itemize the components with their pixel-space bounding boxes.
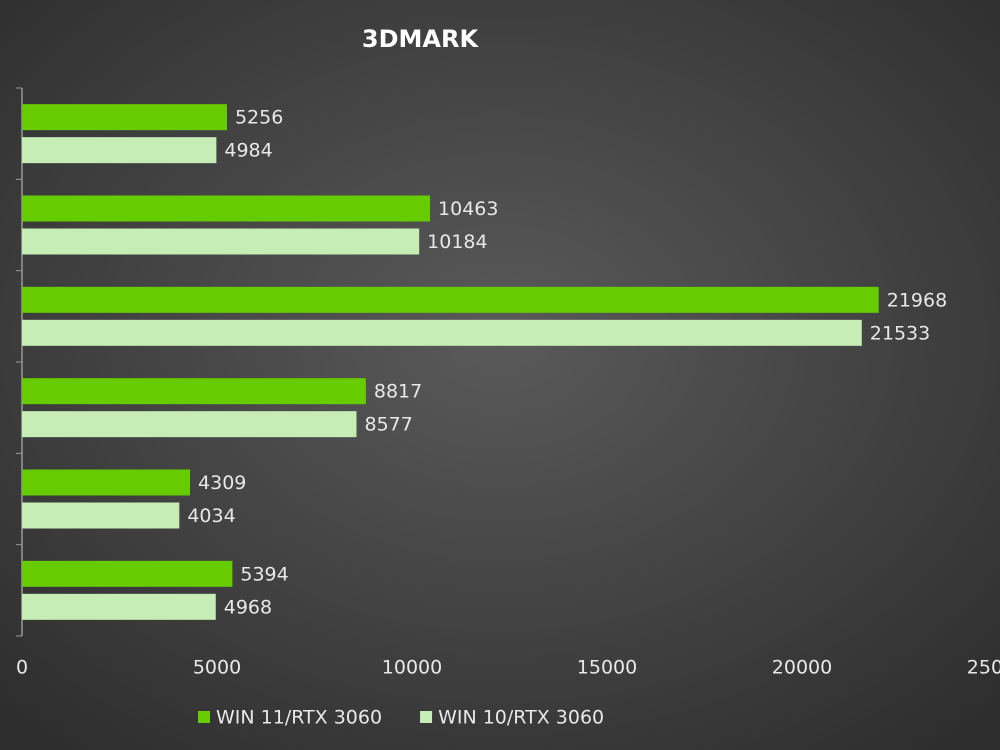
bar: [22, 104, 227, 131]
x-tick-label: 25000: [967, 657, 1000, 679]
bar: [22, 469, 191, 496]
bar: [22, 378, 366, 405]
value-label: 4968: [224, 596, 272, 618]
value-label: 21533: [870, 322, 930, 344]
value-label: 5256: [235, 107, 283, 129]
value-label: 10463: [438, 198, 498, 220]
bar: [22, 286, 879, 313]
x-tick-label: 20000: [772, 657, 832, 679]
value-label: 8817: [374, 381, 422, 403]
bar: [22, 411, 357, 438]
legend-label: WIN 10/RTX 3060: [438, 707, 604, 729]
bar: [22, 137, 217, 164]
value-label: 4034: [187, 505, 235, 527]
bar: [22, 228, 420, 255]
value-label: 4309: [198, 472, 246, 494]
value-label: 4984: [224, 140, 272, 162]
x-tick-label: 5000: [193, 657, 241, 679]
bar: [22, 502, 180, 529]
bar: [22, 319, 862, 346]
bar: [22, 560, 233, 587]
chart-title: 3DMARK: [362, 25, 480, 53]
x-tick-label: 0: [16, 657, 28, 679]
legend-label: WIN 11/RTX 3060: [216, 707, 382, 729]
value-label: 10184: [427, 231, 487, 253]
value-label: 5394: [240, 563, 288, 585]
legend-swatch: [420, 711, 433, 723]
x-tick-label: 10000: [382, 657, 442, 679]
value-label: 21968: [887, 289, 947, 311]
legend-swatch: [198, 711, 210, 723]
bar: [22, 195, 431, 222]
value-label: 8577: [365, 414, 413, 436]
bar: [22, 593, 216, 620]
x-tick-label: 15000: [577, 657, 637, 679]
